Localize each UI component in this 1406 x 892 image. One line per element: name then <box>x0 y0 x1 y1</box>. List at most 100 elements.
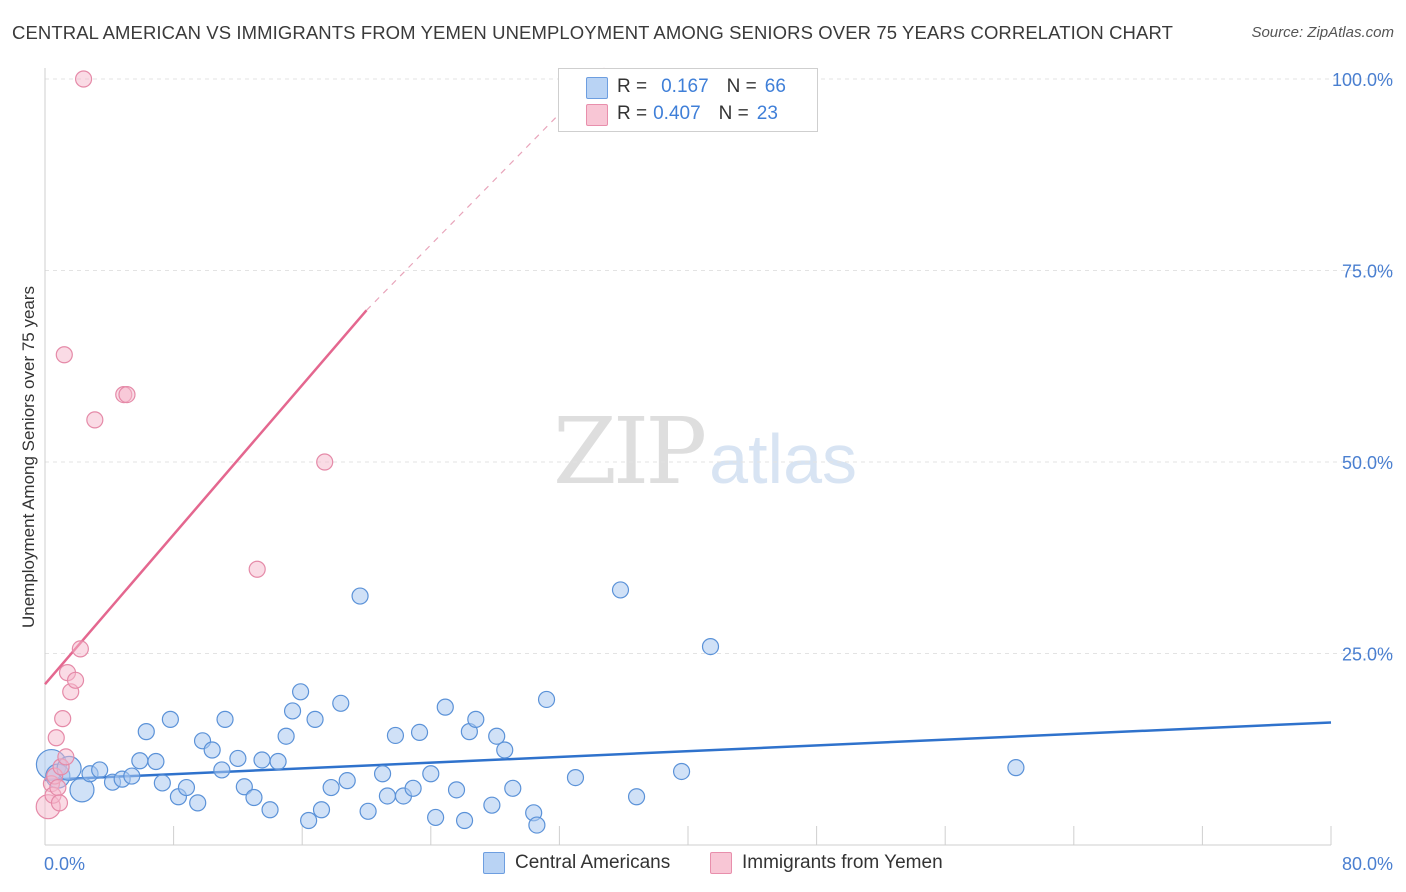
central-americans-point <box>245 788 263 807</box>
central-americans-point <box>229 749 247 768</box>
yemen-point <box>55 346 73 364</box>
yemen-point <box>47 729 65 747</box>
central-americans-point <box>137 723 155 741</box>
central-americans-point <box>1007 759 1025 777</box>
chart-title: CENTRAL AMERICAN VS IMMIGRANTS FROM YEME… <box>12 22 1173 43</box>
central-americans-point <box>177 778 196 797</box>
legend-n-label: N = <box>726 76 757 97</box>
legend-r-value: 0.407 <box>653 103 701 124</box>
yemen-point <box>71 640 89 658</box>
central-americans-point <box>332 694 350 712</box>
central-americans-point <box>422 765 440 783</box>
data-points <box>35 70 1025 834</box>
central-americans-point <box>277 727 295 745</box>
central-americans-point <box>203 741 221 759</box>
central-americans-point <box>537 690 556 709</box>
central-americans-point <box>701 638 720 656</box>
legend-swatch-blue <box>586 77 608 99</box>
central-americans-point <box>283 702 302 720</box>
y-tick-label: 75.0% <box>1342 262 1393 282</box>
trend-line-central-americans <box>44 721 1332 782</box>
legend-n-value: 23 <box>756 103 778 124</box>
watermark-zip: ZIP <box>553 398 707 505</box>
yemen-point <box>49 778 67 797</box>
central-americans-point <box>322 778 340 797</box>
central-americans-point <box>235 778 253 796</box>
yemen-point <box>86 411 104 429</box>
series-label-central-americans: Central Americans <box>515 852 671 873</box>
trend-lines <box>44 67 1332 782</box>
central-americans-point <box>291 683 310 701</box>
central-americans-point <box>528 816 546 834</box>
central-americans-point <box>566 768 585 787</box>
central-americans-point <box>69 777 95 803</box>
legend-n-value: 66 <box>764 76 786 97</box>
central-americans-point <box>269 752 287 771</box>
central-americans-point <box>300 811 318 830</box>
central-americans-point <box>427 808 445 827</box>
series-legend-yemen: Immigrants from Yemen <box>710 852 943 874</box>
legend-row-central-americans: R = 0.167 N = 66 <box>617 75 786 99</box>
series-swatch-blue <box>483 852 505 874</box>
legend-n-label: N = <box>718 103 749 124</box>
axes <box>44 68 1332 846</box>
x-tick-label: 80.0% <box>1342 854 1393 874</box>
central-americans-point <box>496 741 514 759</box>
yemen-point <box>316 453 334 471</box>
yemen-point <box>118 385 136 404</box>
central-americans-point <box>306 710 324 728</box>
y-tick-label: 100.0% <box>1332 70 1393 90</box>
central-americans-point <box>338 772 356 790</box>
yemen-point <box>54 710 72 728</box>
central-americans-point <box>378 787 396 805</box>
central-americans-point <box>312 801 331 819</box>
series-label-yemen: Immigrants from Yemen <box>742 852 943 873</box>
central-americans-point <box>672 762 691 781</box>
yemen-point <box>57 748 75 766</box>
legend-r-label: R = <box>617 103 648 124</box>
central-americans-point <box>386 726 405 745</box>
central-americans-point <box>153 774 171 792</box>
yemen-point <box>74 70 93 88</box>
central-americans-point <box>611 581 630 599</box>
central-americans-point <box>261 801 279 819</box>
central-americans-point <box>213 761 231 779</box>
watermark-atlas: atlas <box>709 420 858 498</box>
x-tick-label: 0.0% <box>44 854 85 874</box>
central-americans-point <box>123 767 141 785</box>
legend-row-yemen: R = 0.407 N = 23 <box>617 102 778 126</box>
central-americans-point <box>253 751 271 769</box>
y-tick-label: 50.0% <box>1342 453 1393 473</box>
legend-r-label: R = <box>617 76 648 97</box>
yemen-point <box>66 671 85 689</box>
central-americans-point <box>410 723 429 741</box>
correlation-legend: R = 0.167 N = 66 R = 0.407 N = 23 <box>558 68 818 132</box>
central-americans-point <box>373 765 392 783</box>
chart-source: Source: ZipAtlas.com <box>1251 24 1394 41</box>
central-americans-point <box>91 761 109 779</box>
central-americans-point <box>467 710 485 728</box>
central-americans-point <box>504 779 522 797</box>
legend-swatch-pink <box>586 104 608 126</box>
series-legend-central-americans: Central Americans <box>483 852 670 874</box>
axis-labels: 25.0% 50.0% 75.0% 100.0% 0.0% 80.0% Unemployme… <box>19 70 1393 874</box>
legend-r-value: 0.167 <box>661 76 709 97</box>
central-americans-point <box>161 710 179 728</box>
central-americans-point <box>488 727 506 745</box>
central-americans-point <box>483 796 501 814</box>
yemen-point <box>50 794 69 812</box>
central-americans-point <box>189 794 207 812</box>
trend-line-yemen <box>44 309 368 685</box>
watermark: ZIPatlas <box>553 398 857 505</box>
central-americans-point <box>147 752 165 771</box>
y-axis-label: Unemployment Among Seniors over 75 years <box>19 286 38 628</box>
central-americans-point <box>359 802 377 820</box>
central-americans-point <box>131 752 149 770</box>
central-americans-point <box>447 781 466 799</box>
central-americans-point <box>436 698 454 716</box>
central-americans-point <box>404 779 422 797</box>
central-americans-point <box>627 788 646 806</box>
series-swatch-pink <box>710 852 732 874</box>
central-americans-point <box>216 710 234 728</box>
